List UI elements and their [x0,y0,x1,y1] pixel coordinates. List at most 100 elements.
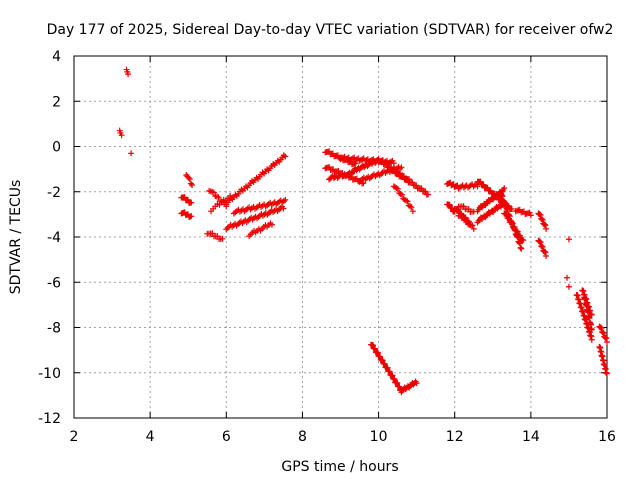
data-point [282,153,289,160]
data-point [368,174,375,181]
data-point [526,209,533,216]
y-tick-label: -4 [47,230,61,246]
data-point [501,198,508,205]
chart-title: Day 177 of 2025, Sidereal Day-to-day VTE… [47,22,614,38]
data-point [543,253,550,260]
y-tick-label: -10 [38,366,61,382]
x-tick-label: 6 [222,429,231,445]
data-point [537,212,544,219]
data-point [374,349,381,356]
data-point [543,225,550,232]
data-point [484,184,491,191]
data-point [188,199,195,206]
data-point [391,376,398,383]
data-point [397,190,404,197]
data-point [187,180,194,187]
data-point [408,204,415,211]
data-point [505,215,512,222]
data-point [565,283,572,290]
data-point [381,361,388,368]
data-point [282,196,289,203]
data-point [255,213,262,220]
data-point [565,236,572,243]
data-point [413,380,420,387]
data-point [480,181,487,188]
data-point [564,274,571,281]
data-point [128,150,135,157]
data-point [511,224,518,231]
data-point [214,233,221,240]
y-tick-label: -2 [47,185,61,201]
data-point [542,222,549,229]
data-point [265,210,272,217]
data-point [446,201,453,208]
data-point [425,191,432,198]
axis-ticks: 2 4 6 8 10 12 14 16 -12 -10 -8 -6 -4 -2 0 2 4 [38,49,616,445]
data-point [384,364,391,371]
data-point [396,383,403,390]
data-point [465,205,472,212]
data-point [422,188,429,195]
data-point [393,185,400,192]
y-tick-label: 2 [52,94,61,110]
data-point [125,71,132,78]
data-point [235,221,241,228]
data-point [409,208,416,215]
data-point [539,216,546,223]
data-point [460,203,467,210]
data-point [518,245,525,252]
x-tick-label: 16 [598,429,616,445]
data-point [604,370,610,377]
data-point [542,249,549,256]
data-point [517,244,524,251]
data-point [514,228,521,235]
data-point [189,181,196,188]
data-point [185,174,192,181]
data-point [403,197,410,204]
data-point [516,240,523,247]
data-point [600,329,607,336]
data-point [517,232,524,239]
data-point [394,185,401,192]
data-points [116,66,610,396]
data-point [418,185,425,192]
y-axis-label: SDTVAR / TECUs [8,180,24,295]
x-tick-label: 4 [146,429,155,445]
y-tick-label: -8 [47,321,61,337]
grid [74,56,607,418]
data-point [379,158,386,165]
x-tick-label: 14 [522,429,540,445]
x-tick-label: 10 [370,429,388,445]
data-point [463,217,470,224]
data-point [413,182,420,189]
x-tick-label: 2 [70,429,79,445]
data-point [209,230,216,237]
data-point [224,224,231,231]
data-point [400,173,407,180]
data-point [245,217,252,224]
data-point [398,164,405,171]
data-point [503,205,510,212]
data-point [118,132,125,139]
data-point [386,368,393,375]
data-point [383,161,390,168]
data-point [390,167,397,174]
data-point [509,220,516,227]
y-tick-label: 0 [52,140,61,156]
data-point [407,203,414,210]
data-point [372,345,379,352]
data-point [588,326,595,333]
data-point [588,336,595,343]
data-point [498,192,505,199]
data-point [520,237,527,244]
data-point [223,226,230,233]
data-point [477,178,484,185]
data-point [215,194,222,201]
data-point [268,221,275,228]
data-point [598,325,605,332]
x-tick-label: 8 [298,429,307,445]
data-point [471,182,478,189]
data-point [504,206,511,213]
